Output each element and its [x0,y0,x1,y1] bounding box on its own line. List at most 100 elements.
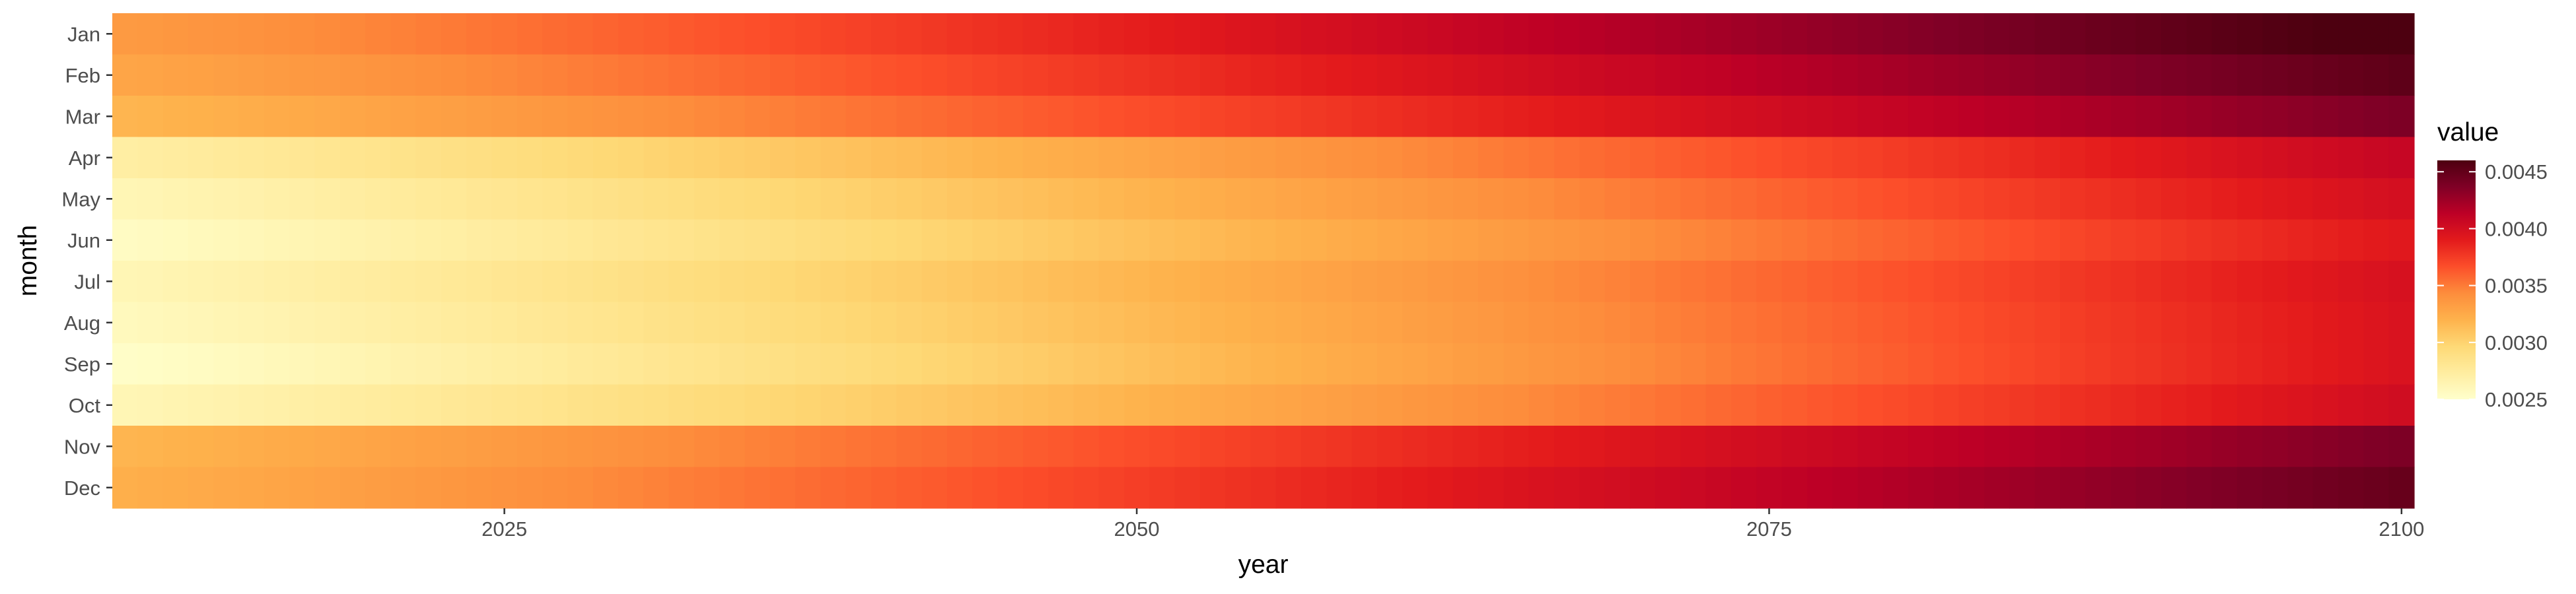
heatmap-cell [1377,96,1403,138]
heatmap-cell [415,384,442,426]
heatmap-cell [871,384,897,426]
heatmap-cell [1984,343,2010,385]
heatmap-cell [769,219,796,261]
heatmap-cell [2363,467,2390,509]
heatmap-cell [592,13,619,55]
heatmap-cell [1351,261,1378,303]
heatmap-cell [1655,467,1681,509]
legend-tick-label: 0.0045 [2485,160,2548,183]
heatmap-cell [2059,54,2086,96]
heatmap-cell [1427,426,1454,468]
heatmap-cell [542,96,568,138]
heatmap-cell [238,261,265,303]
heatmap-cell [769,137,796,179]
heatmap-cell [213,54,240,96]
heatmap-cell [1731,137,1757,179]
heatmap-cell [1629,137,1656,179]
heatmap-cell [2388,137,2415,179]
heatmap-cell [972,384,998,426]
heatmap-cell [365,13,391,55]
heatmap-cell [744,384,771,426]
heatmap-cell [744,178,771,220]
heatmap-cell [441,343,467,385]
heatmap-cell [188,178,214,220]
y-tick-label: Oct [69,394,101,417]
heatmap-cell [1377,178,1403,220]
heatmap-cell [1857,178,1884,220]
heatmap-cell [871,426,897,468]
heatmap-cell [2388,54,2415,96]
heatmap-cell [1781,343,1808,385]
heatmap-cell [1073,96,1100,138]
heatmap-cell [1022,426,1049,468]
heatmap-cell [997,13,1024,55]
heatmap-cell [2388,13,2415,55]
heatmap-cell [238,54,265,96]
heatmap-cell [213,467,240,509]
heatmap-cell [1731,219,1757,261]
heatmap-cell [1554,54,1580,96]
heatmap-cell [365,426,391,468]
heatmap-cell [2287,54,2314,96]
heatmap-cell [1908,467,1934,509]
heatmap-cell [2287,261,2314,303]
heatmap-cell [643,261,670,303]
heatmap-cell [947,54,973,96]
heatmap-cell [2085,384,2112,426]
heatmap-cell [618,137,644,179]
heatmap-cell [390,219,417,261]
heatmap-cell [466,343,493,385]
heatmap-cell [1807,54,1833,96]
heatmap-cell [947,343,973,385]
heatmap-cell [1225,261,1251,303]
heatmap-cell [1629,219,1656,261]
heatmap-cell [921,178,948,220]
heatmap-cell [1756,13,1783,55]
x-tick-label: 2025 [482,517,527,541]
heatmap-cell [2161,426,2187,468]
heatmap-cell [820,426,847,468]
heatmap-cell [2085,426,2112,468]
heatmap-cell [264,302,290,344]
heatmap-cell [769,96,796,138]
heatmap-cell [618,261,644,303]
heatmap-cell [1781,302,1808,344]
heatmap-cell [1022,467,1049,509]
heatmap-cell [441,302,467,344]
heatmap-cell [2388,426,2415,468]
heatmap-cell [1452,137,1479,179]
heatmap-cell [1402,178,1429,220]
heatmap-cell [618,384,644,426]
heatmap-cell [188,54,214,96]
heatmap-cell [1402,261,1429,303]
heatmap-cell [921,13,948,55]
heatmap-cell [340,54,366,96]
heatmap-cell [795,467,821,509]
heatmap-cell [365,302,391,344]
heatmap-cell [289,384,315,426]
heatmap-cell [1174,426,1201,468]
heatmap-cell [567,426,594,468]
heatmap-cell [1098,343,1125,385]
heatmap-cell [1528,219,1555,261]
heatmap-cell [1680,426,1707,468]
heatmap-cell [1301,137,1327,179]
heatmap-cell [1554,219,1580,261]
heatmap-cell [162,467,189,509]
heatmap-cell [694,384,720,426]
heatmap-cell [441,54,467,96]
heatmap-cell [1225,178,1251,220]
heatmap-cell [2236,54,2263,96]
heatmap-cell [314,384,341,426]
heatmap-cell [567,54,594,96]
heatmap-cell [213,96,240,138]
heatmap-cell [314,467,341,509]
heatmap-cell [1554,13,1580,55]
heatmap-cell [441,261,467,303]
heatmap-cell [1427,343,1454,385]
heatmap-cell [2388,261,2415,303]
heatmap-cell [1124,261,1150,303]
heatmap-cell [390,54,417,96]
heatmap-cell [1301,219,1327,261]
heatmap-cell [213,426,240,468]
